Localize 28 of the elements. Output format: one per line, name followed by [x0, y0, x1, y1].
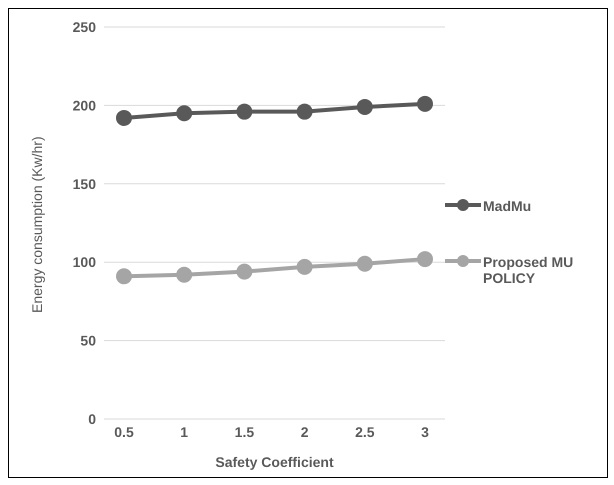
legend-label: Proposed MU POLICY: [483, 254, 574, 286]
point: [296, 104, 313, 120]
point: [116, 268, 132, 284]
y-tick-label: 50: [80, 332, 96, 349]
point: [176, 105, 192, 122]
y-axis-title: Energy consumption (Kw/hr): [28, 136, 45, 313]
y-tick-label: 250: [72, 18, 96, 35]
point: [296, 258, 313, 275]
point: [236, 264, 252, 280]
x-tick-label: 0.5: [114, 424, 134, 440]
point: [356, 256, 373, 272]
x-tick-label: 3: [421, 424, 430, 440]
y-tick-label: 200: [72, 97, 96, 114]
point: [176, 266, 192, 283]
point: [116, 110, 132, 126]
x-tick-label: 2.5: [355, 424, 375, 440]
x-tick-label: 2: [300, 424, 309, 440]
point: [417, 96, 433, 112]
x-axis-title: Safety Coefficient: [215, 454, 334, 470]
point: [356, 98, 373, 115]
y-tick-label: 100: [72, 254, 96, 270]
y-tick-label: 0: [88, 410, 96, 427]
x-tick-label: 1.5: [234, 424, 254, 440]
y-tick-label: 150: [72, 176, 96, 192]
point: [236, 104, 252, 120]
legend-label: MadMu: [483, 198, 532, 214]
x-tick-label: 1: [180, 424, 188, 440]
point: [417, 251, 433, 268]
